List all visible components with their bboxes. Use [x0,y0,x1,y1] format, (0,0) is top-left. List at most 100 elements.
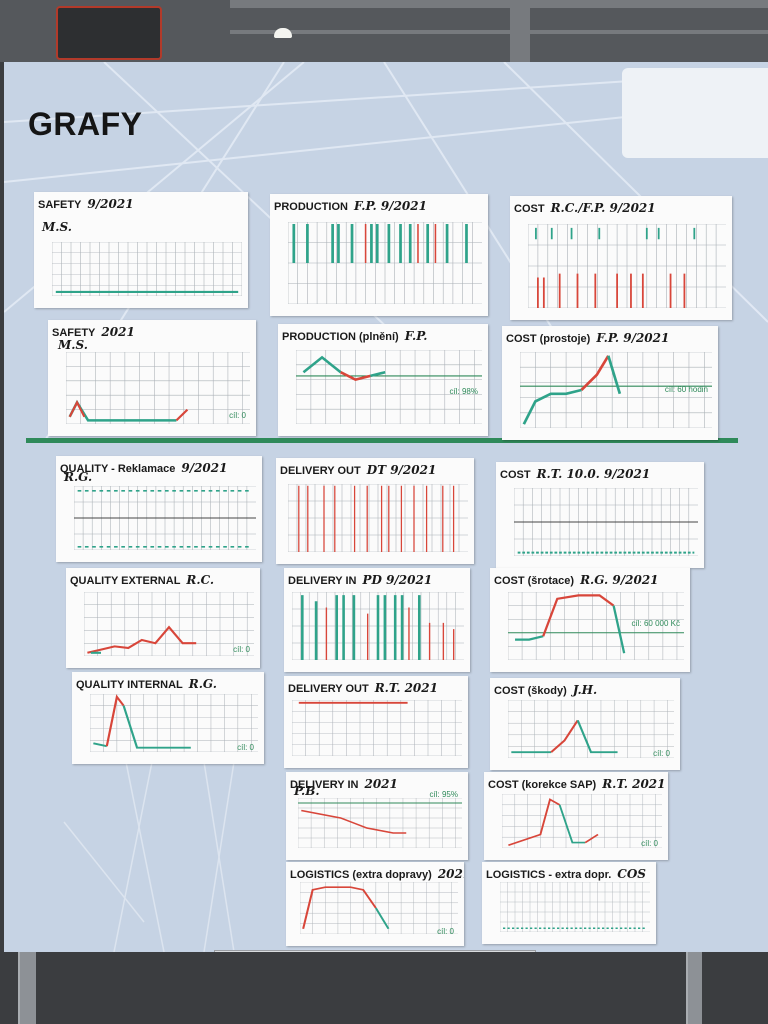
chart [66,352,250,424]
chart-sheet-cost-month: COST R.C./F.P. 9/2021 [510,196,732,320]
ceiling-beam [230,0,768,8]
sheet-title: COST (škody) [494,685,567,697]
chart [90,694,258,752]
chart-sheet-quality-internal: QUALITY INTERNAL R.G. cíl: 0 [72,672,264,764]
chart-sheet-logistics-extra-dopr: LOGISTICS - extra dopr. COS [482,862,656,944]
sheet-title: LOGISTICS (extra dopravy) [290,869,432,881]
chart-sheet-logistics-extra: LOGISTICS (extra dopravy) 2021 cíl: 0 [286,862,464,946]
sheet-title: COST (prostoje) [506,333,591,345]
chart [288,222,482,304]
chart-sheet-production-plneni: PRODUCTION (plnění) F.P. cíl: 98% [278,324,488,436]
sheet-note: F.P. 9/2021 [353,199,427,213]
chart [514,488,698,556]
ceiling-lamp [274,28,292,38]
sheet-title: DELIVERY IN [288,575,357,587]
sheet-title: DELIVERY IN [290,779,359,791]
target-label: cíl: 0 [437,927,454,936]
marker-tray [214,950,536,952]
wall-box [56,6,162,60]
sheet-title: DELIVERY OUT [288,683,369,695]
target-label: cíl: 0 [229,411,246,420]
sheet-note: R.G. 9/2021 [580,573,659,587]
sheet-title: COST (šrotace) [494,575,575,587]
chart [520,352,712,428]
sheet-owner: R.G. [64,470,93,484]
sheet-note: R.T. 2021 [602,777,666,791]
ceiling-beam [230,30,768,34]
chart-sheet-production-month: PRODUCTION F.P. 9/2021 [270,194,488,316]
kpi-board: GRAFY SAFETY 9/2021 M.S. PRODUCTION F.P. 9… [4,62,768,952]
chart [300,882,458,934]
chart [288,484,468,552]
sheet-owner: M.S. [42,220,72,234]
chart-sheet-cost-korekce: COST (korekce SAP) R.T. 2021 cíl: 0 [484,772,668,860]
target-label: cíl: 95% [429,790,458,799]
sheet-note: R.T. 10.0. 9/2021 [536,467,651,481]
chart-sheet-quality-reklamace: QUALITY - Reklamace 9/2021 R.G. [56,456,262,562]
chart-sheet-delivery-in-pd: DELIVERY IN PD 9/2021 [284,568,470,672]
sheet-note: R.C. [186,573,215,587]
chart-sheet-cost-srotace: COST (šrotace) R.G. 9/2021 cíl: 60 000 Kč [490,568,690,672]
chart [528,224,726,308]
chart [84,592,254,656]
chart-sheet-quality-external: QUALITY EXTERNAL R.C. cíl: 0 [66,568,260,668]
sheet-note: 2021 [101,325,135,339]
sheet-title: PRODUCTION (plnění) [282,331,399,343]
ceiling [0,0,768,62]
sheet-title: QUALITY - Reklamace [60,463,176,475]
chart-sheet-safety-year: SAFETY 2021 M.S. cíl: 0 [48,320,256,436]
sheet-title: LOGISTICS - extra dopr. [486,869,612,881]
chart [508,700,674,758]
sheet-title: DELIVERY OUT [280,465,361,477]
target-label: cíl: 98% [449,387,478,396]
sheet-note: PD 9/2021 [362,573,433,587]
sheet-note: DT 9/2021 [366,463,437,477]
target-label: cíl: 0 [641,839,658,848]
sheet-title: COST [500,469,531,481]
chart-sheet-cost-rt: COST R.T. 10.0. 9/2021 [496,462,704,568]
chart [292,700,462,756]
chart [74,486,256,550]
target-label: cíl: 0 [237,743,254,752]
chart-sheet-delivery-in-year: DELIVERY IN 2021 P.B. cíl: 95% [286,772,468,860]
sheet-owner: P.B. [294,784,320,798]
sheet-note: J.H. [572,683,598,697]
sheet-note: R.G. [188,677,217,691]
chart-sheet-safety-month: SAFETY 9/2021 M.S. [34,192,248,308]
chart [298,798,462,848]
chart [296,350,482,424]
target-label: cíl: 0 [653,749,670,758]
sheet-title: COST [514,203,545,215]
section-divider [26,438,738,443]
sheet-title: SAFETY [38,199,82,211]
sheet-title: QUALITY INTERNAL [76,679,183,691]
chart [508,592,684,660]
sheet-note: 9/2021 [87,197,134,211]
sheet-title: PRODUCTION [274,201,348,213]
target-label: cíl: 60 000 Kč [631,619,680,628]
sheet-title: SAFETY [52,327,96,339]
chart [52,242,242,296]
sheet-note: R.T. 2021 [374,681,438,695]
sheet-note: COS [617,867,646,881]
sheet-note: 2021 [364,777,398,791]
chart-sheet-cost-prostoje: COST (prostoje) F.P. 9/2021 cíl: 60 hodin [502,326,718,440]
chart [292,592,464,660]
sheet-note: F.P. 9/2021 [596,331,670,345]
chart-sheet-cost-skody: COST (škody) J.H. cíl: 0 [490,678,680,770]
sheet-owner: M.S. [58,338,88,352]
chart-sheet-delivery-out-dt: DELIVERY OUT DT 9/2021 [276,458,474,564]
sheet-note: R.C./F.P. 9/2021 [550,201,656,215]
sheet-note: 2021 [437,867,464,881]
sheet-title: QUALITY EXTERNAL [70,575,181,587]
sheet-title: COST (korekce SAP) [488,779,597,791]
target-label: cíl: 60 hodin [664,385,708,394]
chart-sheet-delivery-out-rt: DELIVERY OUT R.T. 2021 [284,676,468,768]
board-title: GRAFY [28,106,143,142]
sheet-note: F.P. [404,329,428,343]
board-label [622,68,768,158]
chart [502,794,662,848]
chart [500,882,650,932]
target-label: cíl: 0 [233,645,250,654]
sheet-note: 9/2021 [181,461,228,475]
